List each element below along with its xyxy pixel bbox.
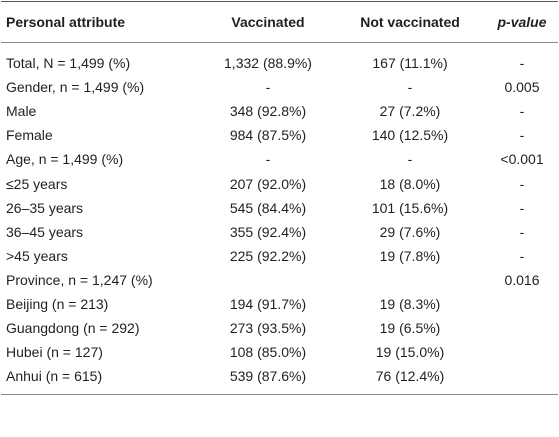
table-cell: 355 (92.4%) — [229, 223, 307, 240]
table-cell: 108 (85.0%) — [229, 344, 307, 361]
table-cell: 1,332 (88.9%) — [224, 55, 312, 72]
table-row: Beijing (n = 213) 194 (91.7%) 19 (8.3%) — [1, 292, 558, 316]
empty-cell — [202, 268, 334, 292]
table-body: Total, N = 1,499 (%) 1,332 (88.9%) 167 (11… — [1, 43, 558, 396]
table-cell: 225 (92.2%) — [229, 247, 307, 264]
table-header: Personal attribute Vaccinated Not vaccinat… — [1, 1, 558, 43]
header-row: Personal attribute Vaccinated Not vaccinat… — [1, 1, 558, 43]
table-row: >45 years 225 (92.2%) 19 (7.8%) - — [1, 244, 558, 268]
table-cell: Hubei (n = 127) — [6, 344, 103, 361]
table-cell: 19 (7.8%) — [379, 247, 441, 264]
header-cell: p-value — [486, 1, 558, 43]
table-cell: 29 (7.6%) — [379, 223, 441, 240]
table-cell: 18 (8.0%) — [379, 175, 441, 192]
empty-cell — [486, 364, 558, 396]
table-cell: 167 (11.1%) — [372, 55, 448, 72]
table-cell: Gender, n = 1,499 (%) — [6, 79, 145, 96]
table-cell: <0.001 — [500, 151, 544, 168]
header-cell: Vaccinated — [202, 1, 334, 43]
table-cell: 539 (87.6%) — [202, 364, 334, 396]
table-row: ≤25 years 207 (92.0%) 18 (8.0%) - — [1, 171, 558, 195]
table-row: Age, n = 1,499 (%) - - <0.001 — [1, 147, 558, 171]
table-cell: Female — [6, 127, 53, 144]
header-cell: Not vaccinated — [334, 1, 486, 43]
table-cell: 984 (87.5%) — [229, 127, 307, 144]
table-cell: - — [265, 151, 271, 168]
table-cell: - — [407, 79, 413, 96]
table-row: Male 348 (92.8%) 27 (7.2%) - — [1, 99, 558, 123]
table-cell: ≤25 years — [6, 175, 68, 192]
table-cell: 273 (93.5%) — [229, 320, 307, 337]
table-cell: - — [519, 223, 525, 240]
table-cell: 545 (84.4%) — [229, 199, 307, 216]
table-cell: - — [519, 199, 525, 216]
table-cell: 0.005 — [504, 79, 540, 96]
table-cell: 101 (15.6%) — [371, 199, 449, 216]
table-cell: - — [407, 151, 413, 168]
table-cell: 76 (12.4%) — [334, 364, 486, 396]
table-cell: 19 (8.3%) — [379, 295, 441, 312]
table-row: Hubei (n = 127) 108 (85.0%) 19 (15.0%) — [1, 340, 558, 364]
table-cell: - — [519, 55, 525, 72]
table-cell: - — [519, 247, 525, 264]
table-row: Province, n = 1,247 (%) 0.016 — [1, 268, 558, 292]
table-cell: 26–35 years — [6, 199, 84, 216]
empty-cell — [486, 340, 558, 364]
table-cell: Male — [6, 103, 37, 120]
table-row: 36–45 years 355 (92.4%) 29 (7.6%) - — [1, 220, 558, 244]
data-table: Personal attribute Vaccinated Not vaccinat… — [1, 1, 558, 396]
table-cell: 0.016 — [504, 271, 540, 288]
table-cell: Anhui (n = 615) — [1, 364, 202, 396]
header-cell: Personal attribute — [1, 1, 202, 43]
table-cell: 19 (15.0%) — [375, 344, 445, 361]
table-cell: 27 (7.2%) — [379, 103, 441, 120]
table-cell: Age, n = 1,499 (%) — [6, 151, 124, 168]
table-cell: - — [519, 175, 525, 192]
table-row: 26–35 years 545 (84.4%) 101 (15.6%) - — [1, 196, 558, 220]
table-cell: - — [265, 79, 271, 96]
table-cell: 207 (92.0%) — [229, 175, 307, 192]
table-cell: - — [519, 127, 525, 144]
table-row: Female 984 (87.5%) 140 (12.5%) - — [1, 123, 558, 147]
table-cell: 19 (6.5%) — [379, 320, 441, 337]
table-cell: 348 (92.8%) — [229, 103, 307, 120]
table-row: Total, N = 1,499 (%) 1,332 (88.9%) 167 (11… — [1, 43, 558, 76]
table-cell: >45 years — [6, 247, 68, 264]
table-cell: 140 (12.5%) — [371, 127, 449, 144]
table-row: Guangdong (n = 292) 273 (93.5%) 19 (6.5%) — [1, 316, 558, 340]
empty-cell — [486, 292, 558, 316]
empty-cell — [486, 316, 558, 340]
table-cell: Beijing (n = 213) — [6, 295, 109, 312]
table-cell: Guangdong (n = 292) — [6, 320, 140, 337]
empty-cell — [334, 268, 486, 292]
table-cell: Total, N = 1,499 (%) — [6, 55, 131, 72]
table-cell: Province, n = 1,247 (%) — [6, 271, 153, 288]
table-cell: 194 (91.7%) — [229, 295, 307, 312]
table-row: Gender, n = 1,499 (%) - - 0.005 — [1, 75, 558, 99]
table-cell: 36–45 years — [6, 223, 84, 240]
table-row: Anhui (n = 615) 539 (87.6%) 76 (12.4%) — [1, 364, 558, 396]
table-cell: - — [519, 103, 525, 120]
